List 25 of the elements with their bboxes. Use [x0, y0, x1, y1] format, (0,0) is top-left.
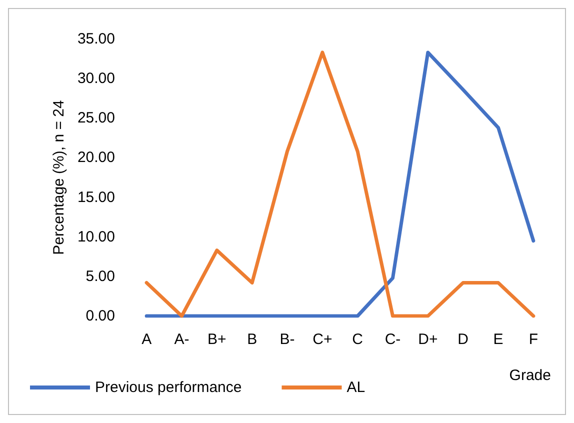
legend-label: Previous performance — [95, 379, 242, 396]
x-tick-label: A- — [174, 331, 190, 348]
x-tick-label: D — [458, 331, 469, 348]
x-tick-label: D+ — [418, 331, 438, 348]
x-tick-label: B- — [280, 331, 295, 348]
x-tick-label: B — [247, 331, 258, 348]
x-tick-label: C- — [384, 331, 401, 348]
x-tick-label: A — [142, 331, 152, 348]
y-axis-title: Percentage (%), n = 24 — [50, 100, 68, 255]
x-tick-label: C — [352, 331, 364, 348]
y-tick-label: 10.00 — [77, 228, 115, 246]
y-tick-label: 15.00 — [77, 188, 115, 206]
y-tick-label: 0.00 — [86, 308, 115, 324]
x-tick-label: F — [528, 331, 538, 348]
y-tick-label: 20.00 — [77, 149, 115, 166]
y-tick-label: 25.00 — [77, 110, 115, 127]
line-series — [144, 50, 536, 318]
x-tick-label: E — [493, 331, 504, 348]
x-axis-title: Grade — [509, 367, 551, 384]
x-tick-label: C+ — [312, 331, 332, 348]
legend-label: AL — [346, 379, 366, 396]
y-tick-label: 35.00 — [77, 30, 115, 48]
y-tick-label: 30.00 — [77, 70, 115, 88]
y-tick-label: 5.00 — [86, 268, 115, 285]
x-tick-label: B+ — [208, 331, 227, 348]
